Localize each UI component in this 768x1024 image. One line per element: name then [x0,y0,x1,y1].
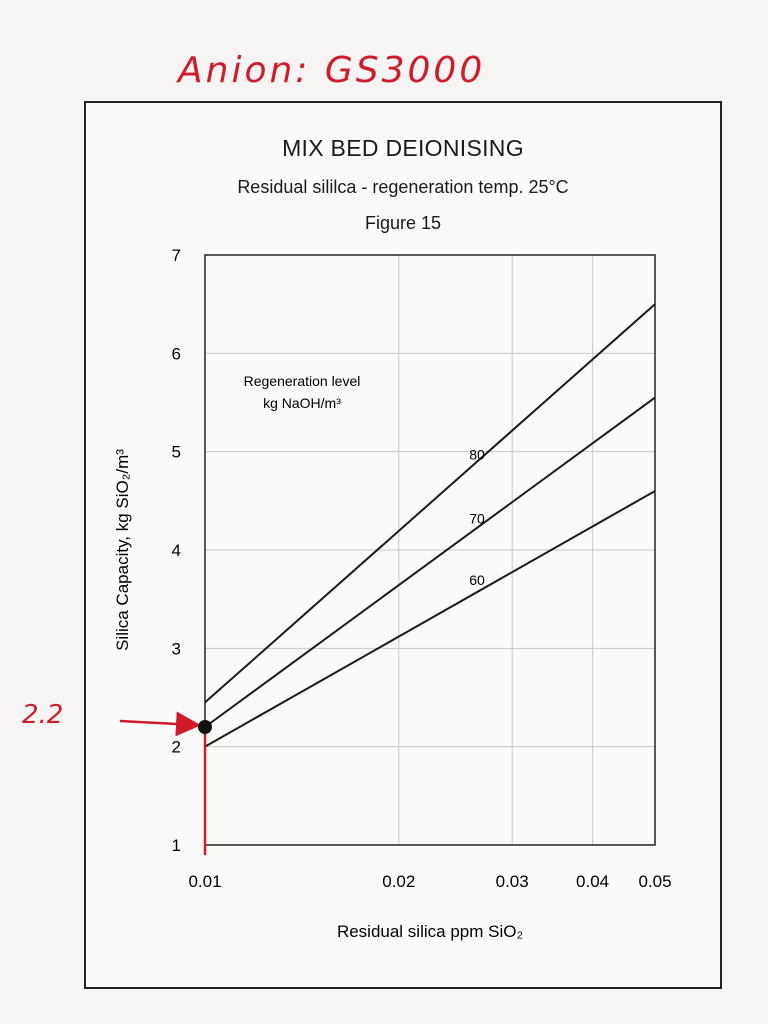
y-tick-label: 6 [172,344,181,363]
x-tick-label: 0.05 [638,872,671,891]
series-label-70: 70 [469,510,485,526]
x-axis-label: Residual silica ppm SiO₂ [337,922,523,941]
x-tick-label: 0.01 [188,872,221,891]
chart-subtitle: Residual sililca - regeneration temp. 25… [237,177,569,197]
axis-labels: Residual silica ppm SiO₂ Silica Capacity… [113,373,523,941]
series-label-80: 80 [469,447,485,463]
series-line-80 [204,303,656,704]
plot-border [204,254,656,846]
red-annotation [119,711,212,855]
highlight-point [198,720,212,734]
y-tick-label: 4 [172,541,181,560]
red-arrow [119,711,201,737]
y-tick-label: 7 [172,246,181,265]
series-line-60 [204,490,656,748]
figure-frame: MIX BED DEIONISING Residual sililca - re… [84,101,722,989]
y-axis-label: Silica Capacity, kg SiO₂/m³ [113,449,132,651]
series-label-60: 60 [469,572,485,588]
x-tick-label: 0.03 [496,872,529,891]
handwritten-title: Anion: GS3000 [178,50,486,91]
axis-ticks: 1 2 3 4 5 6 7 0.01 0.02 0.03 0.04 0.05 [172,246,672,891]
series-lines: 80 70 60 [204,303,656,748]
y-tick-label: 2 [172,738,181,757]
handwritten-marker-label: 2.2 [22,700,64,730]
grid-lines [205,255,655,845]
x-tick-label: 0.02 [382,872,415,891]
y-tick-label: 5 [172,443,181,462]
legend-title-line-1: Regeneration level [244,373,361,389]
y-tick-label: 3 [172,639,181,658]
series-line-70 [204,396,656,728]
y-tick-label: 1 [172,836,181,855]
x-tick-label: 0.04 [576,872,609,891]
legend-title-line-2: kg NaOH/m³ [263,395,341,411]
chart-title: MIX BED DEIONISING [282,135,524,161]
figure-label: Figure 15 [364,213,442,233]
